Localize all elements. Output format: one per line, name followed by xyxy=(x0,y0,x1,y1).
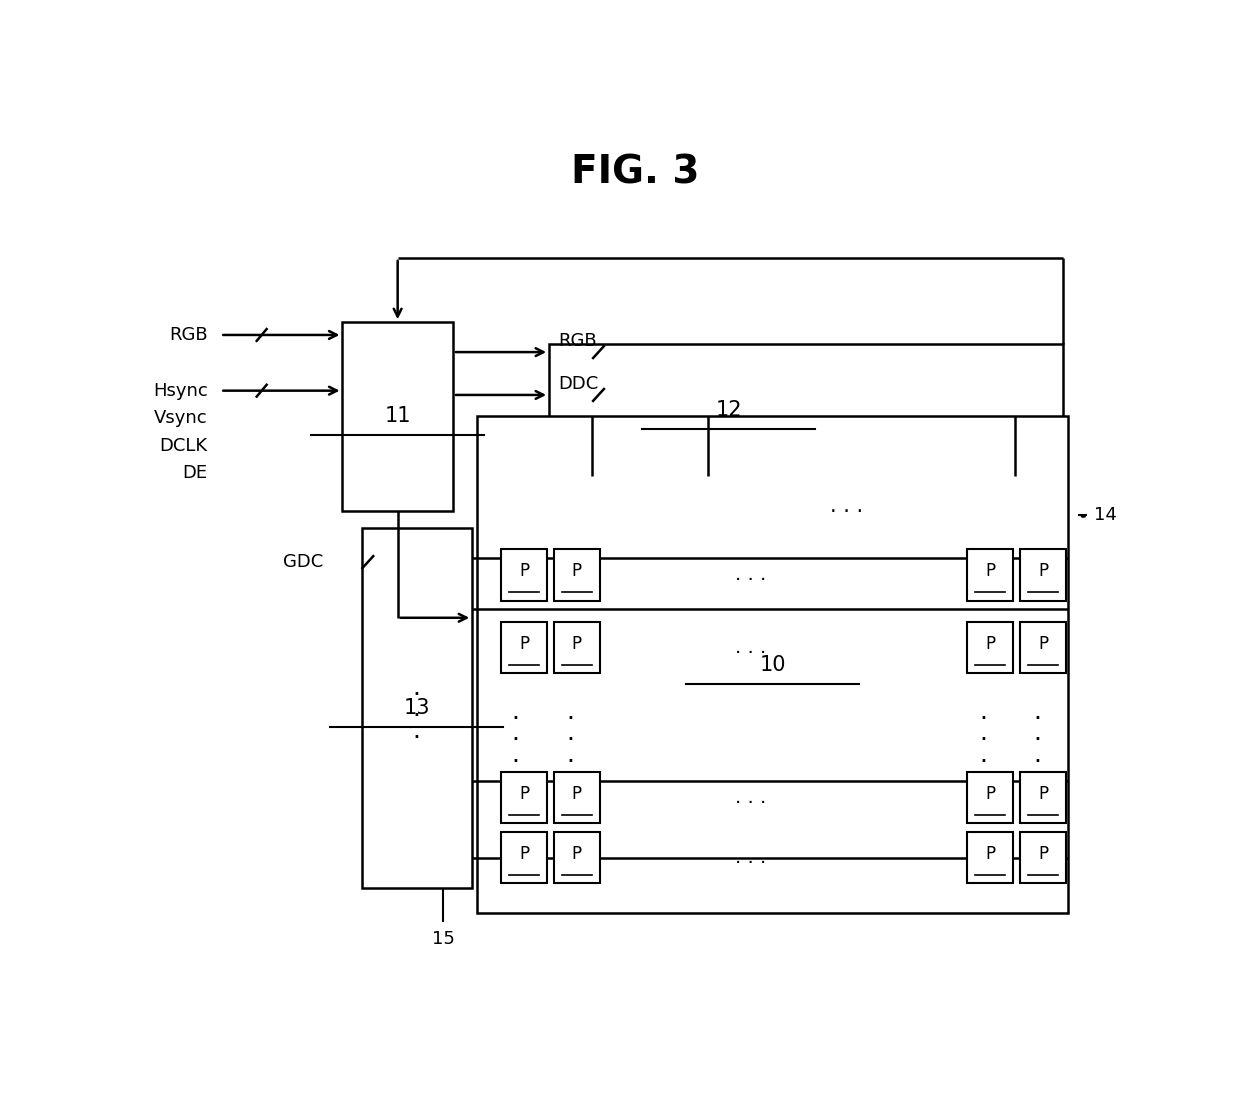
FancyBboxPatch shape xyxy=(362,528,472,888)
Text: ·: · xyxy=(413,683,420,707)
Text: P: P xyxy=(985,562,996,580)
Text: ·: · xyxy=(567,728,574,752)
FancyBboxPatch shape xyxy=(501,772,547,824)
Text: ·: · xyxy=(980,728,987,752)
Text: ·: · xyxy=(511,750,520,774)
Text: ·: · xyxy=(567,750,574,774)
Text: 12: 12 xyxy=(715,400,743,420)
Text: ·: · xyxy=(1033,728,1042,752)
Text: ·: · xyxy=(1033,750,1042,774)
FancyBboxPatch shape xyxy=(967,772,1013,824)
Text: . . .: . . . xyxy=(735,638,766,658)
Text: ·: · xyxy=(511,707,520,731)
Text: P: P xyxy=(520,634,529,652)
Text: P: P xyxy=(1038,562,1048,580)
FancyBboxPatch shape xyxy=(549,344,1063,476)
FancyBboxPatch shape xyxy=(1019,833,1066,884)
Text: P: P xyxy=(520,785,529,802)
FancyBboxPatch shape xyxy=(554,833,600,884)
Text: GDC: GDC xyxy=(283,553,324,571)
FancyBboxPatch shape xyxy=(1019,622,1066,673)
Text: P: P xyxy=(985,785,996,802)
Text: 13: 13 xyxy=(404,698,430,718)
Text: P: P xyxy=(520,845,529,863)
FancyBboxPatch shape xyxy=(501,549,547,601)
Text: ·: · xyxy=(413,726,420,750)
Text: . . .: . . . xyxy=(831,496,863,516)
Text: 15: 15 xyxy=(432,930,455,948)
Text: 11: 11 xyxy=(384,406,410,426)
Text: P: P xyxy=(1038,845,1048,863)
Text: Vsync: Vsync xyxy=(154,410,208,427)
FancyBboxPatch shape xyxy=(554,549,600,601)
FancyBboxPatch shape xyxy=(342,322,453,511)
Text: P: P xyxy=(572,785,582,802)
Text: 10: 10 xyxy=(759,654,786,674)
Text: ·: · xyxy=(511,728,520,752)
Text: ·: · xyxy=(567,707,574,731)
Text: P: P xyxy=(572,562,582,580)
FancyBboxPatch shape xyxy=(501,622,547,673)
Text: RGB: RGB xyxy=(558,332,598,349)
FancyBboxPatch shape xyxy=(1019,772,1066,824)
FancyBboxPatch shape xyxy=(1019,549,1066,601)
FancyBboxPatch shape xyxy=(477,416,1068,914)
FancyBboxPatch shape xyxy=(967,549,1013,601)
FancyBboxPatch shape xyxy=(554,622,600,673)
Text: P: P xyxy=(520,562,529,580)
Text: RGB: RGB xyxy=(169,326,208,344)
Text: . . .: . . . xyxy=(735,788,766,807)
Text: Hsync: Hsync xyxy=(153,382,208,400)
FancyBboxPatch shape xyxy=(967,833,1013,884)
Text: P: P xyxy=(572,845,582,863)
Text: ·: · xyxy=(980,707,987,731)
FancyBboxPatch shape xyxy=(501,833,547,884)
FancyBboxPatch shape xyxy=(967,622,1013,673)
Text: ·: · xyxy=(1033,707,1042,731)
Text: P: P xyxy=(985,845,996,863)
Text: DDC: DDC xyxy=(558,375,599,393)
Text: DE: DE xyxy=(182,464,208,482)
Text: ·: · xyxy=(980,750,987,774)
Text: P: P xyxy=(1038,634,1048,652)
Text: DCLK: DCLK xyxy=(160,436,208,454)
Text: 14: 14 xyxy=(1094,506,1117,524)
Text: FIG. 3: FIG. 3 xyxy=(572,154,699,191)
Text: P: P xyxy=(985,634,996,652)
Text: . . .: . . . xyxy=(735,565,766,584)
Text: ·: · xyxy=(413,705,420,728)
Text: P: P xyxy=(1038,785,1048,802)
Text: . . .: . . . xyxy=(735,848,766,867)
FancyBboxPatch shape xyxy=(554,772,600,824)
Text: P: P xyxy=(572,634,582,652)
